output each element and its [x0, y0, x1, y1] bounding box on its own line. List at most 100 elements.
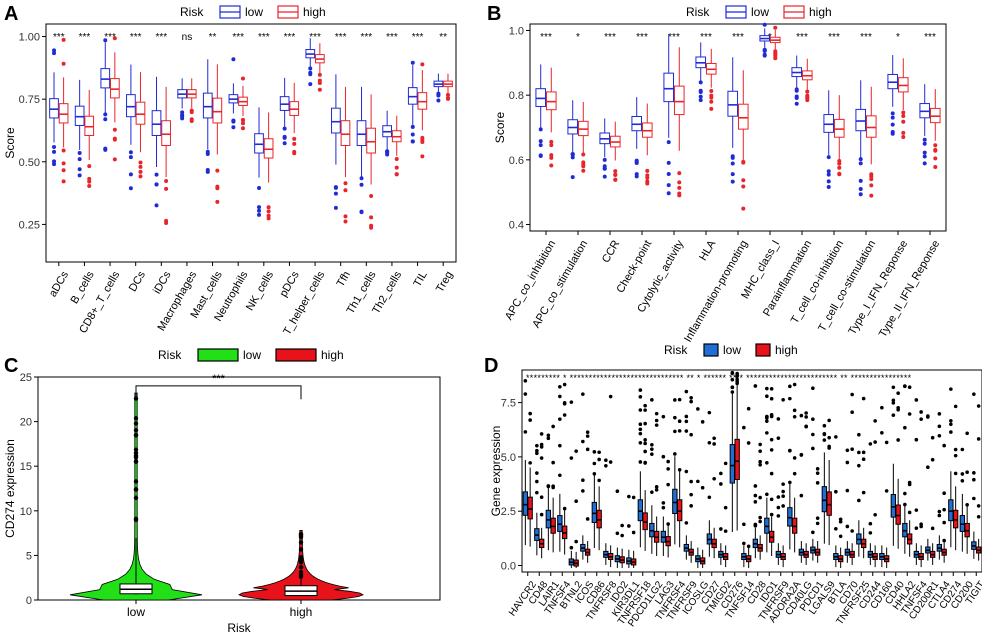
- outlier-point: [698, 98, 703, 103]
- outlier-point: [643, 403, 647, 408]
- box-high: [737, 103, 749, 130]
- outlier-point: [597, 450, 601, 455]
- outlier-point: [684, 521, 689, 525]
- outlier-point: [781, 482, 785, 486]
- outlier-point: [769, 471, 774, 476]
- outlier-point: [960, 478, 965, 483]
- outlier-point: [133, 421, 139, 426]
- box-high: [676, 499, 683, 522]
- outlier-point: [535, 471, 539, 475]
- outlier-point: [815, 467, 820, 471]
- outlier-point: [834, 527, 838, 531]
- outlier-point: [758, 462, 762, 467]
- outlier-point: [858, 192, 863, 197]
- outlier-point: [972, 392, 976, 396]
- outlier-point: [799, 413, 804, 418]
- outlier-point: [742, 522, 746, 527]
- outlier-point: [730, 172, 735, 177]
- outlier-point: [638, 440, 643, 445]
- y-tick-label: 5: [26, 550, 32, 562]
- outlier-point: [837, 171, 842, 176]
- outlier-point: [549, 155, 554, 160]
- outlier-point: [164, 179, 169, 184]
- outlier-point: [650, 442, 654, 447]
- outlier-point: [857, 432, 861, 437]
- outlier-point: [933, 164, 938, 169]
- significance-label: ***: [130, 32, 142, 43]
- outlier-point: [933, 143, 938, 148]
- outlier-point: [112, 127, 117, 132]
- outlier-point: [298, 533, 304, 539]
- box-high: [865, 115, 877, 138]
- outlier-point: [613, 172, 618, 177]
- outlier-point: [776, 495, 781, 499]
- outlier-point: [730, 390, 735, 394]
- plot-frame: [45, 23, 457, 263]
- y-tick-label: 5.0: [501, 452, 516, 464]
- outlier-point: [953, 453, 958, 458]
- box-low: [591, 501, 598, 523]
- outlier-point: [535, 448, 539, 453]
- outlier-point: [822, 438, 827, 442]
- outlier-point: [845, 524, 850, 529]
- outlier-point: [914, 526, 919, 530]
- y-axis-label: Gene expression: [489, 426, 503, 517]
- outlier-point: [574, 539, 578, 544]
- outlier-point: [976, 514, 981, 519]
- outlier-point: [857, 498, 861, 503]
- outlier-point: [638, 427, 643, 432]
- outlier-point: [758, 495, 762, 500]
- outlier-point: [937, 513, 942, 518]
- outlier-point: [608, 460, 613, 464]
- outlier-point: [551, 460, 555, 465]
- outlier-point: [52, 51, 57, 56]
- outlier-point: [666, 140, 671, 145]
- outlier-point: [538, 153, 543, 158]
- box-low: [202, 92, 213, 119]
- outlier-point: [112, 157, 117, 162]
- outlier-point: [746, 441, 751, 445]
- significance-label: ***: [232, 32, 244, 43]
- outlier-point: [673, 452, 677, 456]
- box-low: [787, 507, 793, 527]
- outlier-point: [799, 493, 804, 498]
- outlier-point: [620, 533, 624, 538]
- outlier-point: [638, 431, 643, 436]
- outlier-point: [592, 471, 597, 476]
- outlier-point: [558, 417, 562, 421]
- outlier-point: [758, 459, 762, 464]
- outlier-point: [919, 524, 923, 529]
- x-tick-label: Treg: [434, 269, 456, 294]
- outlier-point: [891, 398, 896, 403]
- outlier-point: [753, 522, 758, 527]
- outlier-point: [765, 394, 769, 399]
- box-low: [672, 488, 678, 515]
- outlier-point: [666, 191, 671, 196]
- outlier-point: [765, 492, 769, 497]
- outlier-point: [551, 485, 555, 490]
- outlier-point: [953, 404, 958, 409]
- outlier-point: [799, 452, 804, 457]
- outlier-point: [128, 155, 133, 160]
- outlier-point: [901, 110, 906, 115]
- outlier-point: [266, 213, 271, 218]
- x-tick-label: B_cells: [69, 269, 97, 306]
- outlier-point: [942, 520, 946, 525]
- outlier-point: [826, 172, 831, 177]
- legend-title: Risk: [158, 348, 182, 362]
- outlier-point: [769, 437, 774, 442]
- outlier-point: [546, 433, 551, 438]
- outlier-point: [965, 502, 969, 507]
- outlier-point: [585, 517, 590, 521]
- outlier-point: [815, 471, 820, 475]
- x-tick-label: aDCs: [47, 269, 71, 299]
- outlier-point: [343, 181, 348, 186]
- outlier-point: [792, 415, 797, 419]
- outlier-point: [549, 139, 554, 144]
- outlier-point: [684, 414, 689, 419]
- outlier-point: [240, 76, 245, 81]
- outlier-point: [52, 149, 57, 154]
- outlier-point: [538, 127, 543, 132]
- legend-label-low: low: [245, 5, 263, 19]
